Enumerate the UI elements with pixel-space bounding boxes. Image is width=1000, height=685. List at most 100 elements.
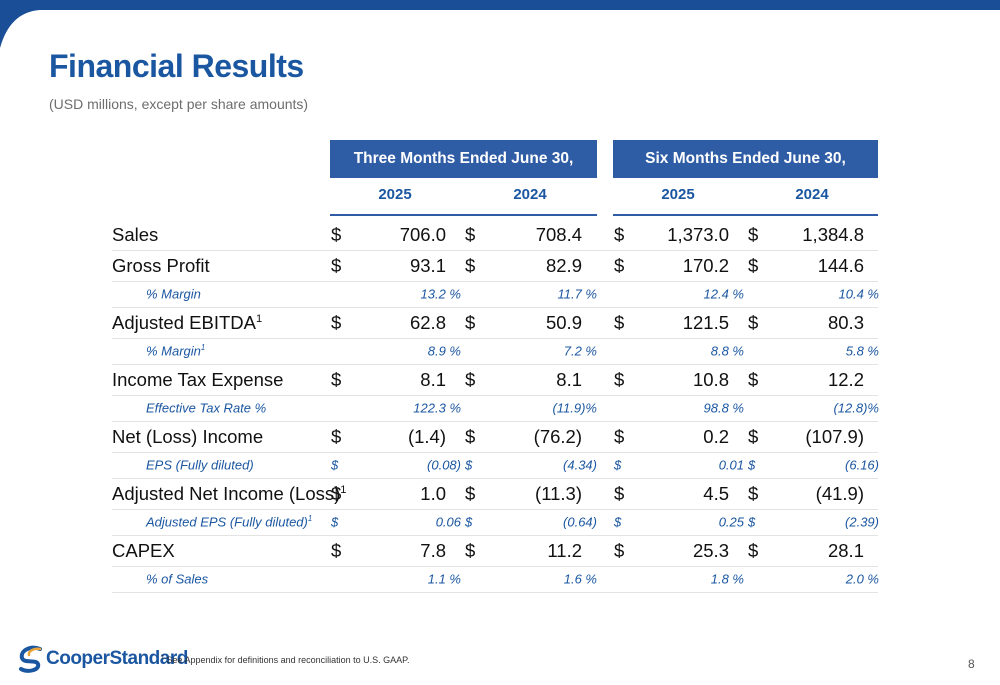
page-number: 8 xyxy=(968,657,975,671)
currency-symbol: $ xyxy=(614,514,622,530)
company-logo: CooperStandard xyxy=(18,645,188,673)
value-cell: (107.9) xyxy=(805,425,864,447)
currency-symbol: $ xyxy=(331,482,342,504)
currency-symbol: $ xyxy=(465,457,473,473)
currency-symbol: $ xyxy=(465,254,476,276)
currency-symbol: $ xyxy=(331,514,339,530)
value-cell: 0.06 xyxy=(435,514,461,530)
value-cell: (0.64) xyxy=(563,514,597,530)
value-cell: 8.8 % xyxy=(710,343,744,359)
currency-symbol: $ xyxy=(331,539,342,561)
value-cell: (11.3) xyxy=(535,482,582,504)
currency-symbol: $ xyxy=(748,425,759,447)
row-label: Adjusted EBITDA1 xyxy=(112,312,262,334)
currency-symbol: $ xyxy=(748,457,756,473)
footnote: 1 See Appendix for definitions and recon… xyxy=(161,655,410,665)
value-cell: 8.9 % xyxy=(427,343,461,359)
page-title: Financial Results xyxy=(49,48,304,84)
currency-symbol: $ xyxy=(748,311,759,333)
table-row: % Margin 13.2 % 11.7 % 12.4 % 10.4 % xyxy=(112,281,879,308)
currency-symbol: $ xyxy=(331,425,342,447)
three-months-underline xyxy=(330,214,597,216)
value-cell: 82.9 xyxy=(545,254,582,276)
value-cell: 7.2 % xyxy=(563,343,597,359)
value-cell: 50.9 xyxy=(545,311,582,333)
value-cell: (11.9)% xyxy=(552,400,597,416)
three-months-header: Three Months Ended June 30, xyxy=(330,140,597,178)
currency-symbol: $ xyxy=(331,457,339,473)
row-label-text: Sales xyxy=(112,223,159,245)
row-label: % of Sales xyxy=(146,572,208,587)
currency-symbol: $ xyxy=(748,539,759,561)
footnote-marker: 1 xyxy=(307,514,313,524)
row-label-text: Effective Tax Rate % xyxy=(146,400,267,416)
value-cell: 2.0 % xyxy=(845,571,879,587)
value-cell: 11.7 % xyxy=(557,286,597,302)
table-row: Effective Tax Rate % 122.3 % (11.9)% 98.8 %… xyxy=(112,395,879,422)
row-label-text: EPS (Fully diluted) xyxy=(146,457,254,473)
currency-symbol: $ xyxy=(614,457,622,473)
value-cell: 13.2 % xyxy=(420,286,461,302)
table-row: EPS (Fully diluted) $ (0.08) $ (4.34) $0.01 $(… xyxy=(112,452,879,479)
row-label: Effective Tax Rate % xyxy=(146,401,266,416)
row-label: Income Tax Expense xyxy=(112,369,283,391)
table-row: Net (Loss) Income $ (1.4) $ (76.2) $0.2 $ (107.… xyxy=(112,421,878,453)
table-row: % Margin1 8.9 % 7.2 % 8.8 % 5.8 % xyxy=(112,338,879,365)
currency-symbol: $ xyxy=(465,425,476,447)
currency-symbol: $ xyxy=(465,368,476,390)
six-months-header: Six Months Ended June 30, xyxy=(613,140,878,178)
six-months-underline xyxy=(613,214,878,216)
value-cell: 28.1 xyxy=(827,539,864,561)
currency-symbol: $ xyxy=(331,311,342,333)
value-cell: 170.2 xyxy=(682,254,729,276)
row-label: Adjusted EPS (Fully diluted)1 xyxy=(146,515,312,530)
value-cell: 1,384.8 xyxy=(802,223,864,245)
value-cell: 80.3 xyxy=(827,311,864,333)
currency-symbol: $ xyxy=(331,254,342,276)
row-label: EPS (Fully diluted) xyxy=(146,458,254,473)
footnote-text: See Appendix for definitions and reconci… xyxy=(166,655,410,665)
value-cell: 12.2 xyxy=(827,368,864,390)
row-label: Sales xyxy=(112,224,158,246)
table-row: Gross Profit $93.1 $82.9 $170.2 $144.6 xyxy=(112,250,878,282)
value-cell: 4.5 xyxy=(703,482,729,504)
value-cell: 8.1 xyxy=(556,368,582,390)
currency-symbol: $ xyxy=(614,539,625,561)
value-cell: (41.9) xyxy=(815,482,864,504)
value-cell: 10.4 % xyxy=(838,286,879,302)
currency-symbol: $ xyxy=(614,368,625,390)
value-cell: 10.8 xyxy=(692,368,729,390)
value-cell: 8.1 xyxy=(420,368,446,390)
value-cell: 98.8 % xyxy=(703,400,744,416)
cooper-standard-logo-icon xyxy=(19,645,42,673)
value-cell: 0.25 xyxy=(718,514,744,530)
logo-text: CooperStandard xyxy=(46,648,188,669)
value-cell: 1.6 % xyxy=(563,571,597,587)
row-label: % Margin xyxy=(146,287,201,302)
currency-symbol: $ xyxy=(331,223,342,245)
value-cell: (12.8)% xyxy=(833,400,879,416)
year-header-q-2024: 2024 xyxy=(513,186,547,203)
currency-symbol: $ xyxy=(614,254,625,276)
row-label-text: CAPEX xyxy=(112,539,175,561)
row-label-text: Gross Profit xyxy=(112,254,210,276)
value-cell: 62.8 xyxy=(409,311,446,333)
currency-symbol: $ xyxy=(748,514,756,530)
year-header-ytd-2024: 2024 xyxy=(795,186,829,203)
value-cell: 93.1 xyxy=(409,254,446,276)
row-label: % Margin1 xyxy=(146,344,205,359)
value-cell: 1.0 xyxy=(420,482,446,504)
currency-symbol: $ xyxy=(614,425,625,447)
row-label: Net (Loss) Income xyxy=(112,426,263,448)
value-cell: 12.4 % xyxy=(703,286,744,302)
top-banner xyxy=(0,0,1000,48)
currency-symbol: $ xyxy=(465,482,476,504)
value-cell: 1.1 % xyxy=(427,571,461,587)
value-cell: (1.4) xyxy=(407,425,446,447)
row-label-text: Adjusted EBITDA xyxy=(112,311,256,333)
value-cell: (76.2) xyxy=(533,425,582,447)
table-row: Adjusted EPS (Fully diluted)1 $0.06 $ (0.64… xyxy=(112,509,879,536)
row-label-text: % of Sales xyxy=(146,571,209,587)
page-subtitle: (USD millions, except per share amounts) xyxy=(49,96,309,112)
value-cell: 0.2 xyxy=(703,425,729,447)
